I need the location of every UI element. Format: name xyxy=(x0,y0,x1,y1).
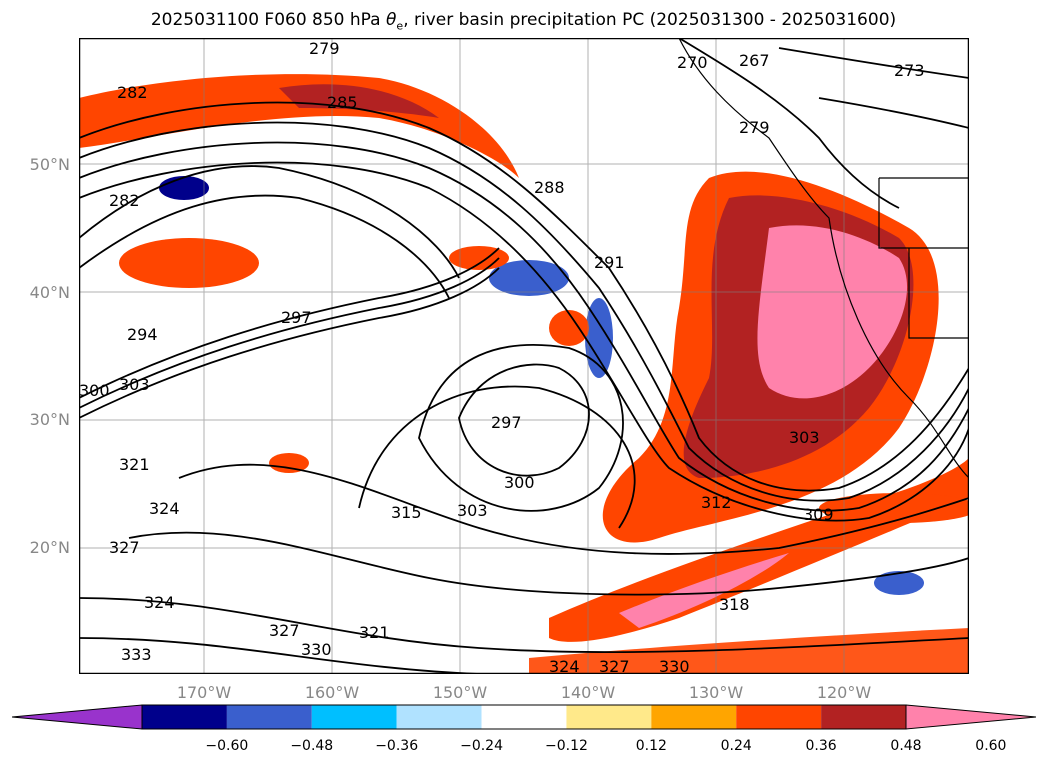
contour-label: 285 xyxy=(327,93,358,112)
contour-label: 312 xyxy=(701,493,732,512)
contour-label: 318 xyxy=(719,595,750,614)
colorbar-tick-label: 0.48 xyxy=(890,738,922,754)
colorbar-segment xyxy=(396,705,482,729)
contour-label: 324 xyxy=(144,593,175,612)
colorbar-extend-max xyxy=(905,704,1036,730)
lon-tick: 150°W xyxy=(432,683,488,702)
contour-label: 333 xyxy=(121,645,152,664)
contour-label: 321 xyxy=(119,455,150,474)
contour-label: 327 xyxy=(269,621,300,640)
lat-tick: 30°N xyxy=(29,410,70,429)
contour-label: 294 xyxy=(127,325,158,344)
contour-label: 273 xyxy=(894,61,925,80)
contour-label: 303 xyxy=(789,428,820,447)
colorbar-tick-label: −0.48 xyxy=(290,738,334,754)
lon-tick: 160°W xyxy=(304,683,360,702)
contour-label: 309 xyxy=(803,505,834,524)
colorbar-tick-label: −0.12 xyxy=(544,738,588,754)
colorbar-tick-label: 0.12 xyxy=(635,738,667,754)
colorbar-tick-label: 0.36 xyxy=(805,738,837,754)
map-canvas: 279 282 285 267 270 273 279 282 288 291 … xyxy=(79,38,969,674)
contour-label: 327 xyxy=(109,538,140,557)
contour-label: 282 xyxy=(109,191,140,210)
colorbar xyxy=(12,704,1036,730)
contour-label: 315 xyxy=(391,503,422,522)
colorbar-segment xyxy=(566,705,652,729)
contour-label: 321 xyxy=(359,623,390,642)
colorbar-tick-label: −0.60 xyxy=(205,738,249,754)
contour-label: 291 xyxy=(594,253,625,272)
coastline xyxy=(678,38,969,479)
contour-label: 324 xyxy=(149,499,180,518)
contour-label: 327 xyxy=(599,657,630,674)
contour-label: 288 xyxy=(534,178,565,197)
contour-label: 297 xyxy=(491,413,522,432)
colorbar-tick-label: 0.60 xyxy=(975,738,1007,754)
contour-label: 300 xyxy=(79,381,110,400)
contour-label: 303 xyxy=(119,375,150,394)
colorbar-tick-label: −0.36 xyxy=(375,738,419,754)
lon-tick: 140°W xyxy=(560,683,616,702)
lon-tick: 120°W xyxy=(816,683,872,702)
contour-label: 297 xyxy=(281,308,312,327)
colorbar-segment xyxy=(736,705,822,729)
contour-label: 303 xyxy=(457,501,488,520)
lat-tick: 40°N xyxy=(29,283,70,302)
colorbar-tick-label: 0.24 xyxy=(720,738,752,754)
map-title: 2025031100 F060 850 hPa θe, river basin … xyxy=(150,10,897,33)
colorbar-segment xyxy=(481,705,567,729)
contour-label: 282 xyxy=(117,83,148,102)
precip-shading xyxy=(79,74,969,674)
colorbar-segment xyxy=(142,705,227,729)
contour-label: 279 xyxy=(739,118,770,137)
lon-tick: 170°W xyxy=(176,683,232,702)
theta-e-contours xyxy=(79,38,969,674)
contour-label: 330 xyxy=(301,640,332,659)
colorbar-tick-label: −0.24 xyxy=(460,738,503,754)
contour-label: 324 xyxy=(549,657,580,674)
colorbar-extend-min xyxy=(12,704,143,730)
contour-label: 270 xyxy=(677,53,708,72)
lat-tick: 50°N xyxy=(29,155,70,174)
contour-label: 330 xyxy=(659,657,690,674)
colorbar-segment xyxy=(651,705,737,729)
colorbar-segment xyxy=(821,705,906,729)
lat-tick: 20°N xyxy=(29,538,70,557)
contour-label: 267 xyxy=(739,51,770,70)
colorbar-segment xyxy=(311,705,397,729)
lon-tick: 130°W xyxy=(688,683,744,702)
contour-label: 300 xyxy=(504,473,535,492)
contour-label: 279 xyxy=(309,39,340,58)
colorbar-frame xyxy=(141,704,907,730)
contour-labels: 279 282 285 267 270 273 279 282 288 291 … xyxy=(79,39,925,674)
colorbar-segment xyxy=(226,705,312,729)
